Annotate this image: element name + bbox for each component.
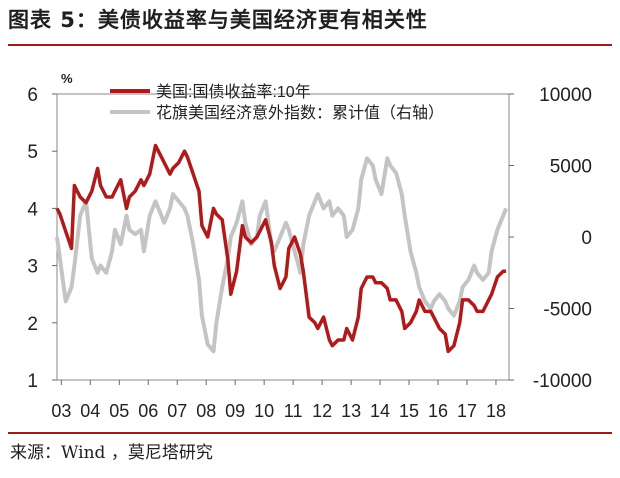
x-tick-label: 18 xyxy=(486,401,506,421)
x-tick-label: 11 xyxy=(284,401,303,421)
x-tick-label: 15 xyxy=(399,401,419,421)
x-tick-label: 05 xyxy=(109,401,129,421)
x-tick-label: 10 xyxy=(254,401,274,421)
right-tick-label: -10000 xyxy=(533,371,592,392)
x-tick-label: 09 xyxy=(225,401,245,421)
x-tick-label: 17 xyxy=(457,401,477,421)
right-tick-label: 5000 xyxy=(550,157,592,178)
left-tick-label: 3 xyxy=(27,257,38,278)
x-tick-label: 06 xyxy=(138,401,158,421)
legend-label-0: 美国:国债收益率:10年 xyxy=(156,83,311,101)
x-tick-label: 04 xyxy=(80,401,100,421)
x-tick-label: 13 xyxy=(341,401,361,421)
x-tick-label: 14 xyxy=(370,401,390,421)
left-tick-label: 2 xyxy=(27,314,38,335)
left-tick-label: 5 xyxy=(27,142,38,163)
x-tick-label: 16 xyxy=(428,401,448,421)
legend-label-1: 花旗美国经济意外指数：累计值（右轴） xyxy=(156,103,444,122)
source-divider xyxy=(8,432,612,434)
left-tick-label: 6 xyxy=(27,85,38,106)
x-tick-label: 08 xyxy=(196,401,216,421)
plot-frame xyxy=(56,93,510,381)
left-axis-unit: % xyxy=(61,71,73,86)
right-tick-label: 0 xyxy=(581,228,592,249)
left-tick-label: 4 xyxy=(27,199,38,220)
series-line-1 xyxy=(55,156,508,354)
right-tick-label: 10000 xyxy=(539,85,592,106)
right-tick-label: -5000 xyxy=(543,300,592,321)
left-tick-label: 1 xyxy=(27,371,38,392)
series-line-0 xyxy=(55,143,507,354)
figure-title: 图表 5：美债收益率与美国经济更有相关性 xyxy=(8,8,428,32)
x-tick-label: 07 xyxy=(167,401,187,421)
x-tick-label: 03 xyxy=(51,401,71,421)
x-tick-label: 12 xyxy=(312,401,332,421)
title-divider xyxy=(8,44,612,46)
source-note: 来源：Wind ，莫尼塔研究 xyxy=(10,443,213,463)
